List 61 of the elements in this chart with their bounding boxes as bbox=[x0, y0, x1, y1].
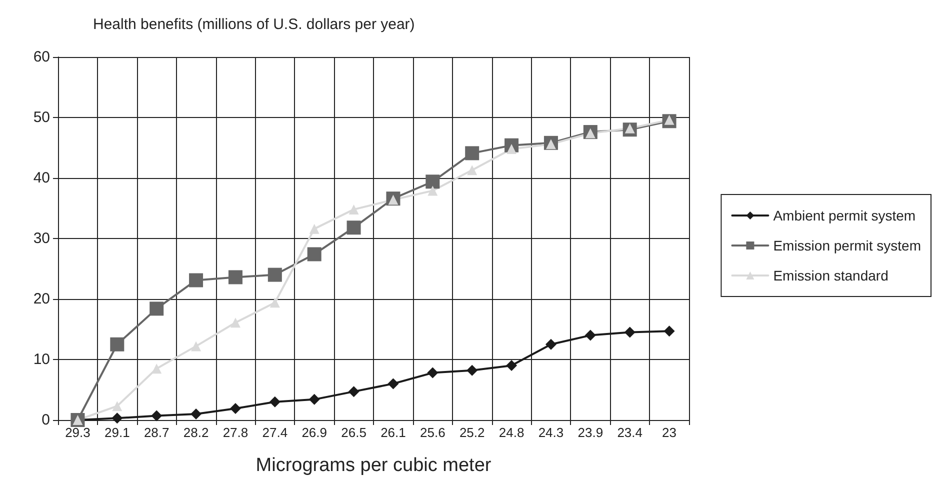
point bbox=[307, 247, 322, 262]
y-tick-label: 10 bbox=[33, 351, 50, 368]
x-tick-label: 24.8 bbox=[498, 425, 524, 440]
point bbox=[150, 302, 164, 316]
point bbox=[190, 408, 202, 420]
point bbox=[664, 326, 675, 337]
x-tick-label: 23.4 bbox=[617, 425, 642, 440]
point bbox=[189, 273, 204, 288]
point bbox=[466, 364, 478, 376]
point bbox=[269, 396, 280, 408]
y-tick-label: 60 bbox=[33, 48, 50, 66]
y-tick-label: 40 bbox=[33, 170, 50, 186]
point bbox=[584, 330, 596, 341]
point bbox=[388, 378, 399, 390]
y-tick-label: 20 bbox=[33, 290, 50, 308]
point bbox=[151, 410, 162, 422]
x-axis-title: Micrograms per cubic meter bbox=[256, 455, 492, 476]
x-tick-label: 28.7 bbox=[144, 425, 170, 440]
x-tick-label: 29.3 bbox=[65, 425, 90, 440]
x-tick-label: 26.5 bbox=[341, 425, 366, 440]
x-tick-label: 23 bbox=[662, 425, 677, 440]
point bbox=[230, 318, 240, 328]
x-tick-label: 29.1 bbox=[104, 425, 130, 440]
x-tick-label: 25.6 bbox=[420, 425, 446, 440]
point bbox=[348, 386, 360, 398]
point bbox=[112, 412, 123, 424]
point bbox=[308, 394, 320, 405]
x-tick-label: 24.3 bbox=[538, 425, 564, 440]
legend-label: Emission permit system bbox=[773, 238, 922, 254]
x-tick-label: 26.9 bbox=[302, 425, 327, 440]
point bbox=[346, 220, 361, 235]
point bbox=[427, 367, 438, 378]
legend-label: Ambient permit system bbox=[773, 208, 916, 224]
chart-title: Health benefits (millions of U.S. dollars per year) bbox=[93, 16, 415, 33]
point bbox=[467, 165, 478, 176]
point bbox=[230, 403, 241, 414]
point bbox=[228, 270, 242, 284]
point bbox=[110, 337, 124, 352]
x-tick-label: 27.4 bbox=[262, 425, 288, 440]
x-tick-label: 25.2 bbox=[459, 425, 485, 440]
point bbox=[348, 204, 359, 214]
x-tick-label: 26.1 bbox=[380, 425, 406, 440]
point bbox=[506, 360, 518, 372]
x-tick-label: 28.2 bbox=[183, 425, 209, 440]
y-tick-label: 50 bbox=[33, 109, 50, 126]
point bbox=[465, 146, 480, 160]
point bbox=[545, 338, 556, 350]
y-tick-label: 0 bbox=[42, 412, 50, 428]
x-tick-label: 27.8 bbox=[222, 425, 248, 440]
point bbox=[428, 186, 438, 196]
point bbox=[191, 341, 202, 352]
point bbox=[426, 174, 440, 189]
point bbox=[112, 401, 122, 412]
point bbox=[270, 298, 280, 308]
y-tick-label: 30 bbox=[33, 230, 50, 247]
x-tick-label: 23.9 bbox=[578, 425, 604, 440]
legend-label: Emission standard bbox=[773, 268, 888, 284]
point bbox=[268, 268, 282, 282]
point bbox=[624, 326, 636, 338]
point bbox=[152, 364, 162, 374]
point bbox=[309, 224, 320, 234]
